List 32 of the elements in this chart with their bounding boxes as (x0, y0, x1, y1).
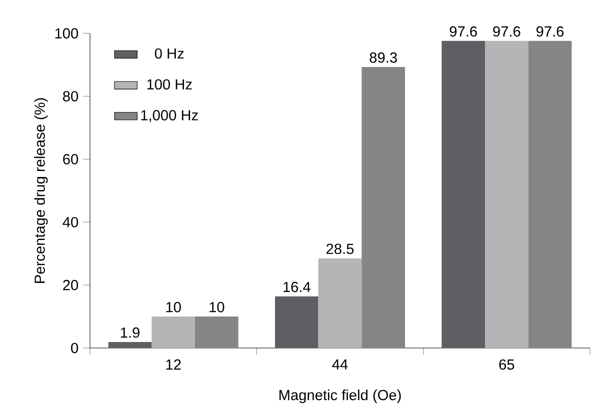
bar (485, 40, 528, 348)
legend-label: 0 Hz (154, 48, 184, 59)
y-tick-label: 80 (63, 91, 78, 102)
legend-label: 1,000 Hz (141, 110, 198, 122)
y-tick-label: 60 (63, 154, 78, 164)
x-tick-label: 44 (332, 359, 348, 370)
bar (362, 67, 406, 348)
data-label: 10 (166, 302, 181, 312)
data-label: 10 (210, 302, 224, 312)
x-tick-label: 12 (166, 359, 181, 370)
bar (108, 342, 152, 348)
y-tick-label: 0 (71, 342, 78, 354)
bar (442, 40, 486, 348)
bar (528, 40, 572, 348)
bar (152, 316, 195, 348)
y-axis-title: Percentage drug release (%) (34, 98, 48, 283)
data-label: 16.4 (284, 282, 310, 292)
data-label: 97.6 (536, 26, 564, 37)
data-label: 89.3 (370, 52, 397, 63)
x-tick-label: 65 (499, 359, 514, 370)
bar (195, 316, 238, 348)
data-label: 1.9 (120, 327, 140, 338)
y-tick-label: 100 (55, 28, 78, 39)
data-label: 97.6 (450, 26, 477, 37)
bar (318, 258, 362, 348)
bar (275, 296, 318, 348)
x-axis-title: Magnetic field (Oe) (279, 389, 401, 404)
data-label: 28.5 (326, 244, 354, 254)
data-label: 97.6 (493, 26, 520, 37)
y-tick-label: 40 (62, 216, 78, 228)
y-tick-label: 20 (63, 280, 78, 290)
legend-label: 100 Hz (147, 79, 192, 90)
